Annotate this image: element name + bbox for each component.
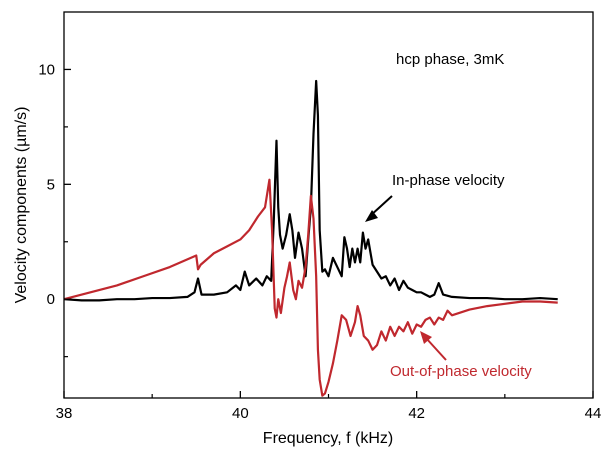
y-tick-label: 0 [47, 291, 55, 308]
y-tick-label: 5 [47, 176, 55, 193]
y-tick-label: 10 [38, 61, 55, 78]
x-tick-label: 44 [585, 405, 601, 422]
condition-annotation: hcp phase, 3mK [396, 51, 504, 68]
in-phase-annotation: In-phase velocity [392, 172, 505, 189]
axis-ticks: 38 40 42 44 0 5 10 [38, 61, 601, 422]
out-of-phase-velocity-line [63, 178, 558, 397]
out-phase-annotation: Out-of-phase velocity [390, 363, 532, 380]
plot-lines [63, 79, 558, 397]
in-phase-arrow-head [365, 210, 378, 222]
x-tick-label: 38 [56, 405, 73, 422]
out-phase-arrow-head [420, 331, 432, 344]
x-tick-label: 40 [232, 405, 249, 422]
x-axis-label: Frequency, f (kHz) [263, 430, 393, 447]
x-tick-label: 42 [408, 405, 425, 422]
in-phase-velocity-line [63, 79, 558, 302]
y-axis-label: Velocity components (µm/s) [13, 107, 30, 304]
plot-frame [63, 11, 594, 399]
out-phase-arrow-line [425, 337, 447, 361]
